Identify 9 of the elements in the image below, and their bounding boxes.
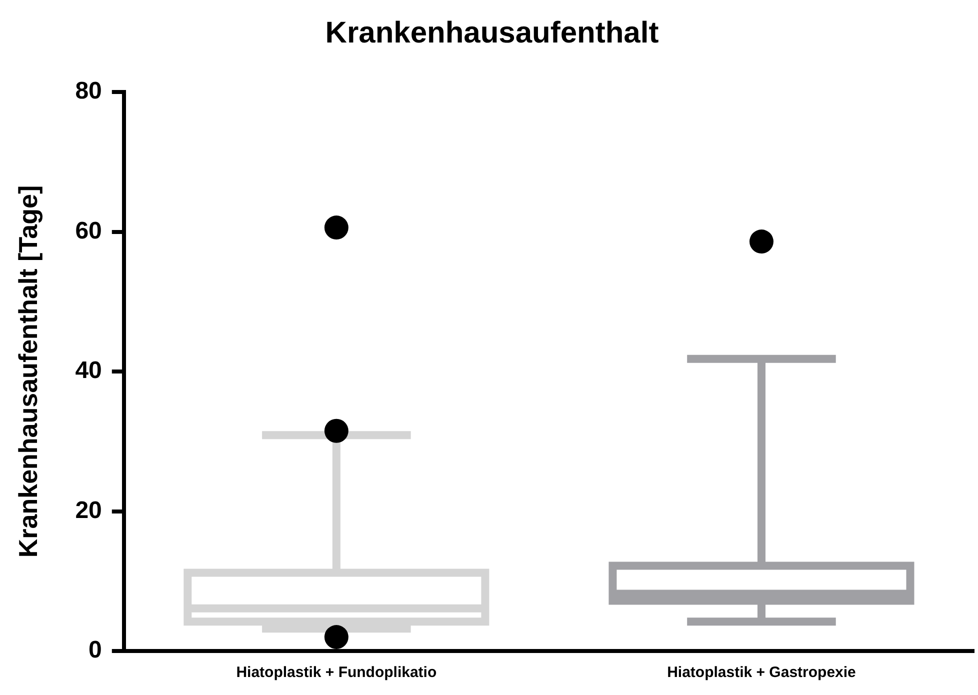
y-tick-label: 20 — [75, 496, 102, 524]
y-tick-label: 0 — [88, 636, 102, 664]
y-tick-label: 40 — [75, 357, 102, 384]
x-tick-label: Hiatoplastik + Gastropexie — [667, 664, 856, 682]
y-axis-title: Krankenhausaufenthalt [Tage] — [12, 185, 43, 558]
y-tick-label: 80 — [75, 78, 102, 105]
y-tick-label: 60 — [75, 217, 102, 244]
x-tick-label: Hiatoplastik + Fundoplikatio — [236, 664, 437, 682]
chart-title: Krankenhausaufenthalt — [325, 16, 659, 50]
